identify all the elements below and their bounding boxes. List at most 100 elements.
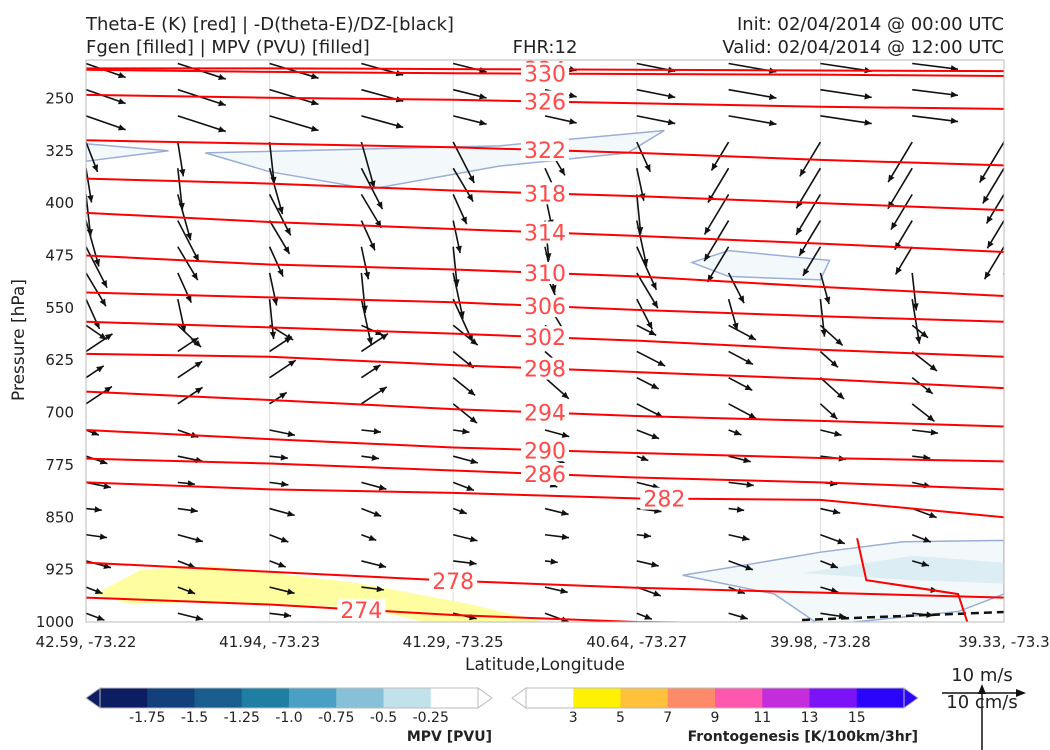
vector-arrow-head: [470, 457, 478, 465]
mpv-colorbar-swatch: [383, 688, 432, 708]
y-axis-label: Pressure [hPa]: [9, 279, 29, 401]
vector-arrow-head: [950, 65, 958, 72]
x-tick-label: 42.59, -73.22: [36, 633, 137, 651]
contour-label: 282: [643, 488, 685, 513]
vector-arrow-head: [799, 248, 806, 256]
vector-arrow-head: [277, 268, 284, 277]
vector-arrow-head: [180, 324, 187, 332]
vector-arrow-head: [117, 72, 126, 79]
contour-label-bg: [337, 598, 386, 621]
vector-arrow-head: [732, 322, 739, 331]
mpv-colorbar-swatch: [100, 688, 148, 708]
vector-arrow-shaft: [86, 194, 92, 237]
vector-arrow-head: [1033, 63, 1040, 69]
vector-arrow-head: [459, 508, 467, 515]
y-tick-label: 475: [45, 246, 74, 264]
fgen-colorbar-label: Frontogenesis [K/100km/3hr]: [688, 729, 918, 745]
mpv-colorbar-tick-label: -1.5: [181, 710, 208, 726]
vector-arrow-shaft: [795, 193, 822, 236]
vector-arrow-head: [195, 536, 203, 543]
vector-arrow-head: [864, 119, 872, 126]
colorbars: -1.75 -1.5 -1.25 -1.0 -0.75 -0.5 -0.25 3 5 7 9 11 13…: [85, 687, 919, 726]
vector-arrow-head: [925, 386, 933, 394]
vector-arrow-shaft: [360, 298, 373, 345]
x-tick-label: 41.29, -73.25: [403, 633, 504, 651]
vector-arrow-head: [748, 412, 757, 419]
vector-arrow-head: [950, 117, 958, 124]
vector-arrow-shaft: [911, 298, 921, 344]
vector-arrow-head: [838, 612, 847, 620]
vector-arrow-head: [284, 336, 292, 344]
vector-arrow-head: [987, 240, 994, 249]
x-tick-label: 41.94, -73.23: [219, 633, 320, 651]
y-tick-label: 400: [45, 194, 74, 212]
vector-arrow-head: [117, 124, 126, 131]
vector-arrow-head: [469, 559, 477, 567]
vector-arrow-head: [646, 321, 653, 330]
vector-arrow-head: [704, 226, 711, 235]
vector-arrow-head: [640, 455, 649, 462]
vector-arrow-head: [829, 412, 838, 420]
surface-dashed-line: [801, 610, 1004, 622]
vector-arrow-shaft: [1003, 377, 1004, 379]
vector-arrow-head: [950, 91, 958, 98]
vector-arrow-head: [287, 430, 296, 437]
vector-arrow-head: [94, 506, 102, 513]
vector-arrow-head: [287, 510, 295, 517]
contour-label-bg: [521, 295, 569, 318]
vector-arrow-shaft: [703, 220, 730, 262]
vector-arrow-head: [891, 221, 898, 230]
vector-arrow-head: [982, 195, 990, 204]
vector-arrow-shaft: [1003, 272, 1004, 278]
vector-arrow-head: [191, 272, 198, 281]
vector-arrow-head: [743, 456, 751, 464]
vector-arrow-head: [193, 339, 202, 348]
vector-arrow-head: [378, 562, 387, 569]
vector-arrow-head: [915, 336, 922, 344]
vector-arrow-shaft: [86, 246, 108, 289]
contour-label-bg: [521, 90, 569, 113]
vector-arrow-head: [830, 587, 839, 594]
vector-arrow-head: [192, 253, 199, 262]
vector-arrow-head: [87, 195, 94, 203]
title-left-line-2: Fgen [filled] | MPV (PVU) [filled]: [86, 37, 370, 58]
vector-arrow-head: [271, 297, 279, 306]
contour-label-bg: [521, 221, 569, 244]
x-tick-label: 40.64, -73.27: [586, 633, 687, 651]
vector-arrow-head: [1025, 411, 1033, 417]
vector-arrow-head: [929, 364, 938, 372]
vector-arrow-shaft: [1003, 613, 1004, 615]
contour-label: 278: [432, 570, 474, 595]
mpv-colorbar-extend-right: [477, 687, 493, 709]
vector-arrow-head: [986, 215, 993, 224]
vector-arrow-head: [651, 433, 660, 440]
vector-arrow-head: [380, 333, 389, 341]
fgen-colorbar-extend-right: [903, 687, 919, 709]
mpv-filled-region: [802, 555, 1004, 584]
vector-arrow-head: [96, 614, 105, 621]
title-init-time: Init: 02/04/2014 @ 00:00 UTC: [737, 14, 1004, 35]
vector-arrow-head: [94, 587, 103, 594]
vector-arrow-head: [479, 93, 487, 100]
vector-arrow-head: [830, 562, 838, 569]
vector-arrow-shaft: [912, 115, 959, 123]
vector-arrow-head: [643, 532, 651, 539]
vector-arrow-head: [651, 300, 658, 309]
vector-arrow-head: [644, 613, 652, 620]
vector-arrow-shaft: [1003, 115, 1004, 117]
fgen-colorbar-extend-left: [511, 687, 527, 709]
reference-vector-label-vertical: 10 cm/s: [946, 692, 1018, 713]
vector-arrow-head: [310, 73, 319, 80]
vector-arrow-head: [744, 384, 753, 391]
vector-arrow-head: [979, 174, 987, 183]
reference-vector-arrowhead-v: [978, 684, 986, 694]
vector-arrow-head: [1010, 611, 1017, 617]
fgen-colorbar-swatch: [526, 688, 574, 708]
vector-arrow-head: [768, 119, 777, 127]
vector-arrow-head: [1024, 332, 1032, 338]
vector-arrow-head: [278, 561, 286, 568]
fgen-colorbar-tick-label: 11: [753, 710, 771, 726]
contour-label: 330: [524, 63, 566, 88]
contour-label: 274: [340, 599, 382, 624]
